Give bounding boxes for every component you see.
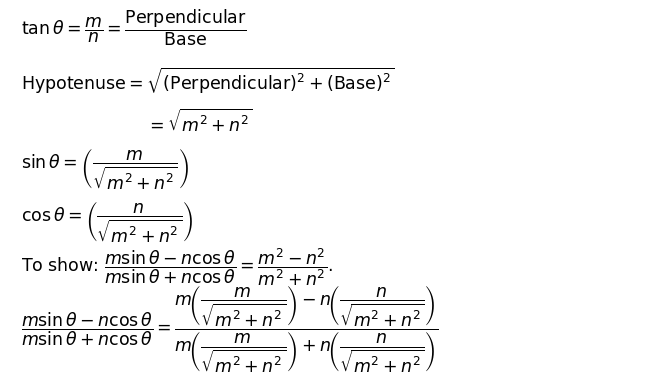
Text: $= \sqrt{m^2 + n^2}$: $= \sqrt{m^2 + n^2}$ [145,108,253,136]
Text: $\tan\theta = \dfrac{m}{n} = \dfrac{\text{Perpendicular}}{\text{Base}}$: $\tan\theta = \dfrac{m}{n} = \dfrac{\tex… [21,8,247,48]
Text: $\text{To show: }\dfrac{m\sin\theta - n\cos\theta}{m\sin\theta + n\cos\theta} = : $\text{To show: }\dfrac{m\sin\theta - n\… [21,247,333,288]
Text: $\dfrac{m\sin\theta - n\cos\theta}{m\sin\theta + n\cos\theta} = \dfrac{m\!\left(: $\dfrac{m\sin\theta - n\cos\theta}{m\sin… [21,284,438,375]
Text: $\text{Hypotenuse} = \sqrt{(\text{Perpendicular})^2 + (\text{Base})^2}$: $\text{Hypotenuse} = \sqrt{(\text{Perpen… [21,65,395,96]
Text: $\cos\theta = \left(\dfrac{n}{\sqrt{m^2 + n^2}}\right)$: $\cos\theta = \left(\dfrac{n}{\sqrt{m^2 … [21,199,193,245]
Text: $\sin\theta = \left(\dfrac{m}{\sqrt{m^2 + n^2}}\right)$: $\sin\theta = \left(\dfrac{m}{\sqrt{m^2 … [21,147,189,192]
